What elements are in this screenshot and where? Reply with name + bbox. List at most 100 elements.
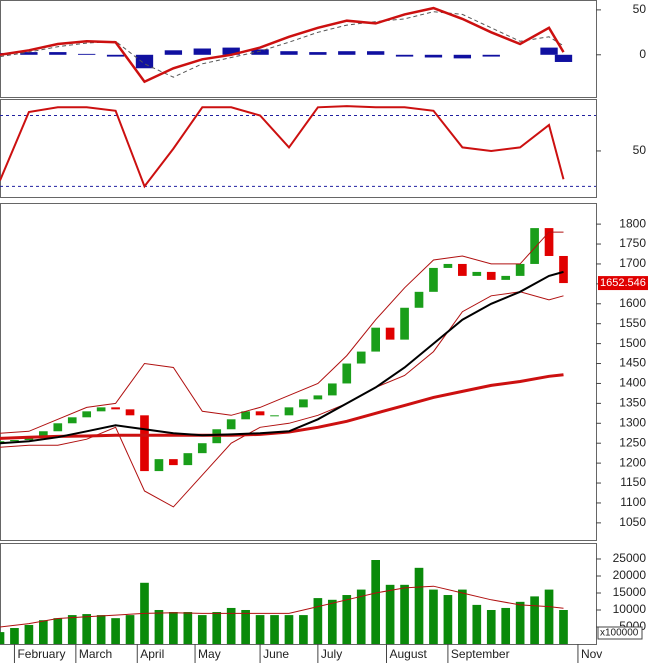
candle xyxy=(183,453,193,466)
bar xyxy=(371,560,380,644)
bar xyxy=(540,47,558,55)
x-tick-label: May xyxy=(198,647,221,661)
y-tick-label: 1500 xyxy=(619,336,646,350)
bar xyxy=(241,609,250,644)
panel-frame xyxy=(0,99,597,198)
y-tick-label: 1550 xyxy=(619,316,646,330)
bar xyxy=(313,598,323,644)
x-tick-label: Nov xyxy=(581,647,602,661)
y-tick-label: 1050 xyxy=(619,515,646,529)
candle xyxy=(400,307,409,340)
bar xyxy=(183,612,193,644)
y-tick-label: 50 xyxy=(633,2,647,16)
x-tick-label: February xyxy=(17,647,65,661)
bar xyxy=(125,615,135,644)
bar xyxy=(20,52,38,55)
bar xyxy=(299,615,308,644)
bar xyxy=(270,615,279,644)
candle xyxy=(385,327,395,340)
bar xyxy=(559,609,568,644)
y-tick-label: 1350 xyxy=(619,396,646,410)
candle xyxy=(313,395,323,400)
y-tick-label: 1800 xyxy=(619,216,646,230)
bar xyxy=(106,54,125,57)
line xyxy=(0,585,564,628)
candle xyxy=(39,431,48,438)
candle xyxy=(515,263,525,276)
unit-box xyxy=(597,626,643,640)
y-tick-label: 1200 xyxy=(619,455,646,469)
candle xyxy=(125,409,135,416)
x-tick-label: July xyxy=(321,647,342,661)
bar xyxy=(164,50,183,55)
bar xyxy=(280,51,298,55)
x-tick-label: March xyxy=(79,647,112,661)
x-tick-label: June xyxy=(263,647,289,661)
bar xyxy=(366,51,385,55)
y-tick-label: 1300 xyxy=(619,415,646,429)
bar xyxy=(212,612,222,644)
y-tick-label: 1700 xyxy=(619,256,646,270)
bar xyxy=(443,595,453,644)
bar xyxy=(251,49,269,55)
bar xyxy=(554,54,573,62)
last-price-label: 1652.546 xyxy=(600,277,646,289)
bar xyxy=(169,612,178,644)
y-tick-label: 25000 xyxy=(613,551,647,565)
bar xyxy=(135,54,154,69)
bar xyxy=(400,584,409,644)
bar xyxy=(486,609,496,644)
candle xyxy=(501,275,511,280)
line xyxy=(0,231,564,434)
candle xyxy=(241,411,250,420)
candle xyxy=(443,263,453,268)
bar xyxy=(342,595,352,644)
candle xyxy=(371,327,380,352)
bar xyxy=(338,51,356,55)
bar xyxy=(482,54,500,57)
bar xyxy=(53,618,63,644)
bar xyxy=(111,618,120,644)
bar xyxy=(67,615,77,644)
line xyxy=(0,373,564,440)
x-tick-label: August xyxy=(389,647,427,661)
bar xyxy=(515,601,525,644)
bar xyxy=(197,615,207,644)
candle xyxy=(327,383,337,396)
y-tick-label: 1450 xyxy=(619,356,646,370)
bar xyxy=(309,52,327,55)
candle xyxy=(356,351,366,364)
line xyxy=(0,11,564,78)
line xyxy=(0,291,564,508)
candle xyxy=(414,291,424,308)
bar xyxy=(472,604,482,644)
y-tick-label: 15000 xyxy=(613,585,647,599)
bar xyxy=(10,628,19,644)
y-tick-label: 1150 xyxy=(620,475,646,489)
y-tick-label: 1100 xyxy=(620,495,646,509)
candle xyxy=(169,459,178,466)
bar xyxy=(0,632,5,644)
candle xyxy=(559,255,568,284)
y-tick-label: 10000 xyxy=(613,602,647,616)
candle xyxy=(111,407,120,410)
bar xyxy=(154,609,164,644)
bar xyxy=(458,589,467,644)
bar xyxy=(78,53,96,55)
line xyxy=(0,6,565,84)
bar xyxy=(222,47,240,55)
candle xyxy=(342,363,352,384)
bar xyxy=(356,589,366,644)
candle xyxy=(197,443,207,454)
candle xyxy=(154,459,164,472)
bar xyxy=(284,615,294,644)
y-tick-label: 20000 xyxy=(613,568,647,582)
panel-frame xyxy=(0,0,597,98)
candle xyxy=(486,271,496,280)
bar xyxy=(327,599,337,644)
bar xyxy=(501,607,511,644)
candle xyxy=(255,411,265,416)
candle xyxy=(10,440,19,442)
y-tick-label: 1750 xyxy=(619,236,646,250)
